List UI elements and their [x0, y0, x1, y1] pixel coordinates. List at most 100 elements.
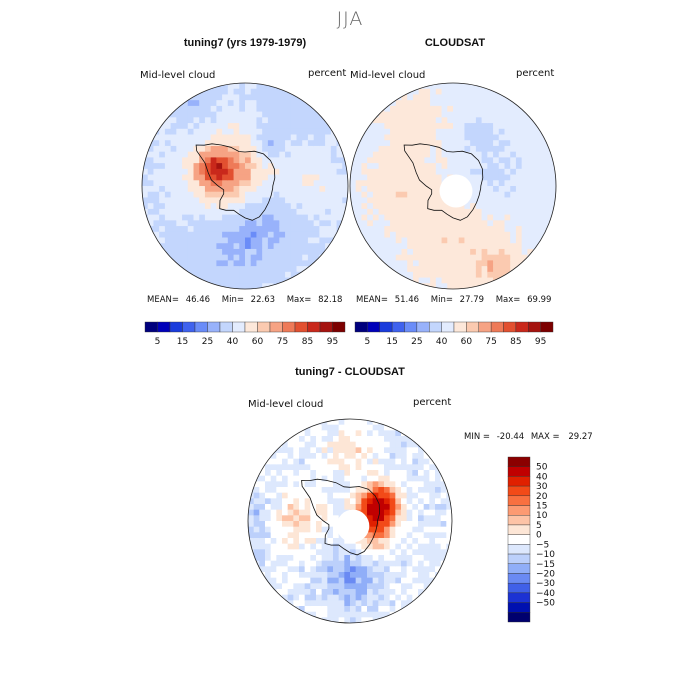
map-field-1	[142, 83, 348, 289]
colorbar-tick-label: 20	[536, 492, 548, 502]
colorbar-tick-label: −30	[536, 579, 555, 589]
colorbar-swatch	[404, 321, 418, 333]
panel1-max-value: 82.18	[318, 295, 343, 305]
colorbar-swatch	[391, 321, 405, 333]
colorbar-swatch	[507, 495, 531, 506]
colorbar-tick-label: 5	[155, 337, 161, 347]
map-boundary	[141, 82, 349, 290]
panel2-mean-value: 51.46	[394, 295, 420, 305]
panel1-min-value: 22.63	[250, 295, 276, 305]
colorbar-swatch	[507, 466, 531, 477]
map-boundary	[247, 418, 453, 624]
map-panel-3	[247, 418, 453, 624]
colorbar-swatch	[540, 321, 554, 333]
panel2-mean-label: MEAN=	[356, 295, 388, 305]
colorbar-tick-label: 5	[536, 521, 542, 531]
figure-season-title: JJA	[336, 8, 364, 30]
panel2-variable-label: Mid-level cloud	[350, 70, 426, 81]
panel1-mean-label: MEAN=	[147, 295, 179, 305]
panel1-variable-label: Mid-level cloud	[140, 70, 216, 81]
colorbar-swatch	[507, 515, 531, 526]
colorbar-swatch	[507, 602, 531, 613]
panel3-title: tuning7 - CLOUDSAT	[295, 366, 405, 378]
colorbar-tick-label: 75	[485, 337, 496, 347]
colorbar-tick-label: 30	[536, 482, 548, 492]
colorbar-swatch	[379, 321, 393, 333]
antarctica-coastline	[403, 143, 484, 221]
panel2-max-label: Max=	[495, 295, 521, 305]
colorbar-swatch	[169, 321, 183, 333]
colorbar-tick-label: 85	[302, 337, 313, 347]
colorbar-swatch	[478, 321, 492, 333]
panel2-min-label: Min=	[430, 295, 453, 305]
colorbar-tick-label: 95	[327, 337, 338, 347]
colorbar-swatch	[507, 534, 531, 545]
colorbar-swatch	[507, 524, 531, 535]
colorbar-swatch	[507, 612, 531, 623]
colorbar-swatch	[507, 573, 531, 584]
panel1-stats: MEAN= 46.46 Min= 22.63 Max= 82.18	[147, 295, 342, 305]
panel2-min-value: 27.79	[459, 295, 485, 305]
antarctica-coastline	[195, 143, 276, 221]
colorbar-tick-label: 75	[277, 337, 288, 347]
colorbar-tick-label: 25	[411, 337, 422, 347]
colorbar-swatch	[307, 321, 321, 333]
colorbar-swatch	[294, 321, 308, 333]
map-panel-2	[349, 82, 557, 290]
colorbar-tick-label: 0	[536, 531, 542, 541]
colorbar-tick-label: 60	[252, 337, 264, 347]
antarctica-coastline	[301, 478, 381, 556]
colorbar-horizontal-1: 5 15 25 40 60 75 85 95	[144, 321, 346, 347]
colorbar-swatch	[194, 321, 208, 333]
colorbar-tick-label: −40	[536, 589, 555, 599]
colorbar-swatch	[507, 456, 531, 467]
colorbar-swatch	[244, 321, 258, 333]
colorbar-swatch	[490, 321, 504, 333]
colorbar-tick-label: 5	[365, 337, 371, 347]
colorbar-swatch	[416, 321, 430, 333]
panel3-units-label: percent	[413, 397, 452, 408]
colorbar-swatch	[507, 485, 531, 497]
colorbar-swatch	[507, 505, 531, 516]
missing-data-pole	[336, 509, 370, 543]
colorbar-swatch	[144, 321, 158, 333]
panel1-title: tuning7 (yrs 1979-1979)	[183, 37, 307, 49]
panel2-max-value: 69.99	[527, 295, 552, 305]
colorbar-tick-label: 40	[436, 337, 448, 347]
colorbar-tick-label: 40	[536, 472, 548, 482]
colorbar-swatch	[507, 592, 531, 603]
colorbar-swatch	[367, 321, 380, 333]
map-field-3	[248, 419, 452, 623]
colorbar-swatch	[219, 321, 233, 333]
colorbar-swatch	[269, 321, 283, 333]
colorbar-tick-label: 85	[510, 337, 521, 347]
colorbar-swatch	[453, 321, 467, 333]
colorbar-tick-label: −5	[536, 540, 549, 550]
colorbar-swatch	[515, 321, 529, 333]
colorbar-swatch	[354, 321, 368, 333]
colorbar-swatch	[429, 321, 442, 333]
panel1-mean-value: 46.46	[185, 295, 211, 305]
colorbar-swatch	[182, 321, 196, 333]
colorbar-swatch	[466, 321, 479, 333]
panel3-max-value: 29.27	[568, 432, 593, 442]
colorbar-tick-label: 15	[536, 502, 547, 512]
colorbar-swatch	[332, 321, 346, 333]
missing-data-pole	[439, 174, 473, 208]
colorbar-swatch	[207, 321, 221, 333]
panel3-variable-label: Mid-level cloud	[248, 399, 324, 410]
colorbar-swatch	[528, 321, 541, 333]
panel3-min-label: MIN =	[464, 432, 491, 442]
colorbar-tick-label: −50	[536, 599, 555, 609]
colorbar-tick-label: 40	[227, 337, 239, 347]
colorbar-tick-label: 50	[536, 463, 548, 473]
panel2-units-label: percent	[516, 68, 555, 79]
colorbar-tick-label: 15	[386, 337, 397, 347]
colorbar-swatch	[157, 321, 171, 333]
colorbar-tick-label: 60	[461, 337, 473, 347]
colorbar-tick-label: 15	[177, 337, 188, 347]
panel2-title: CLOUDSAT	[424, 37, 486, 49]
